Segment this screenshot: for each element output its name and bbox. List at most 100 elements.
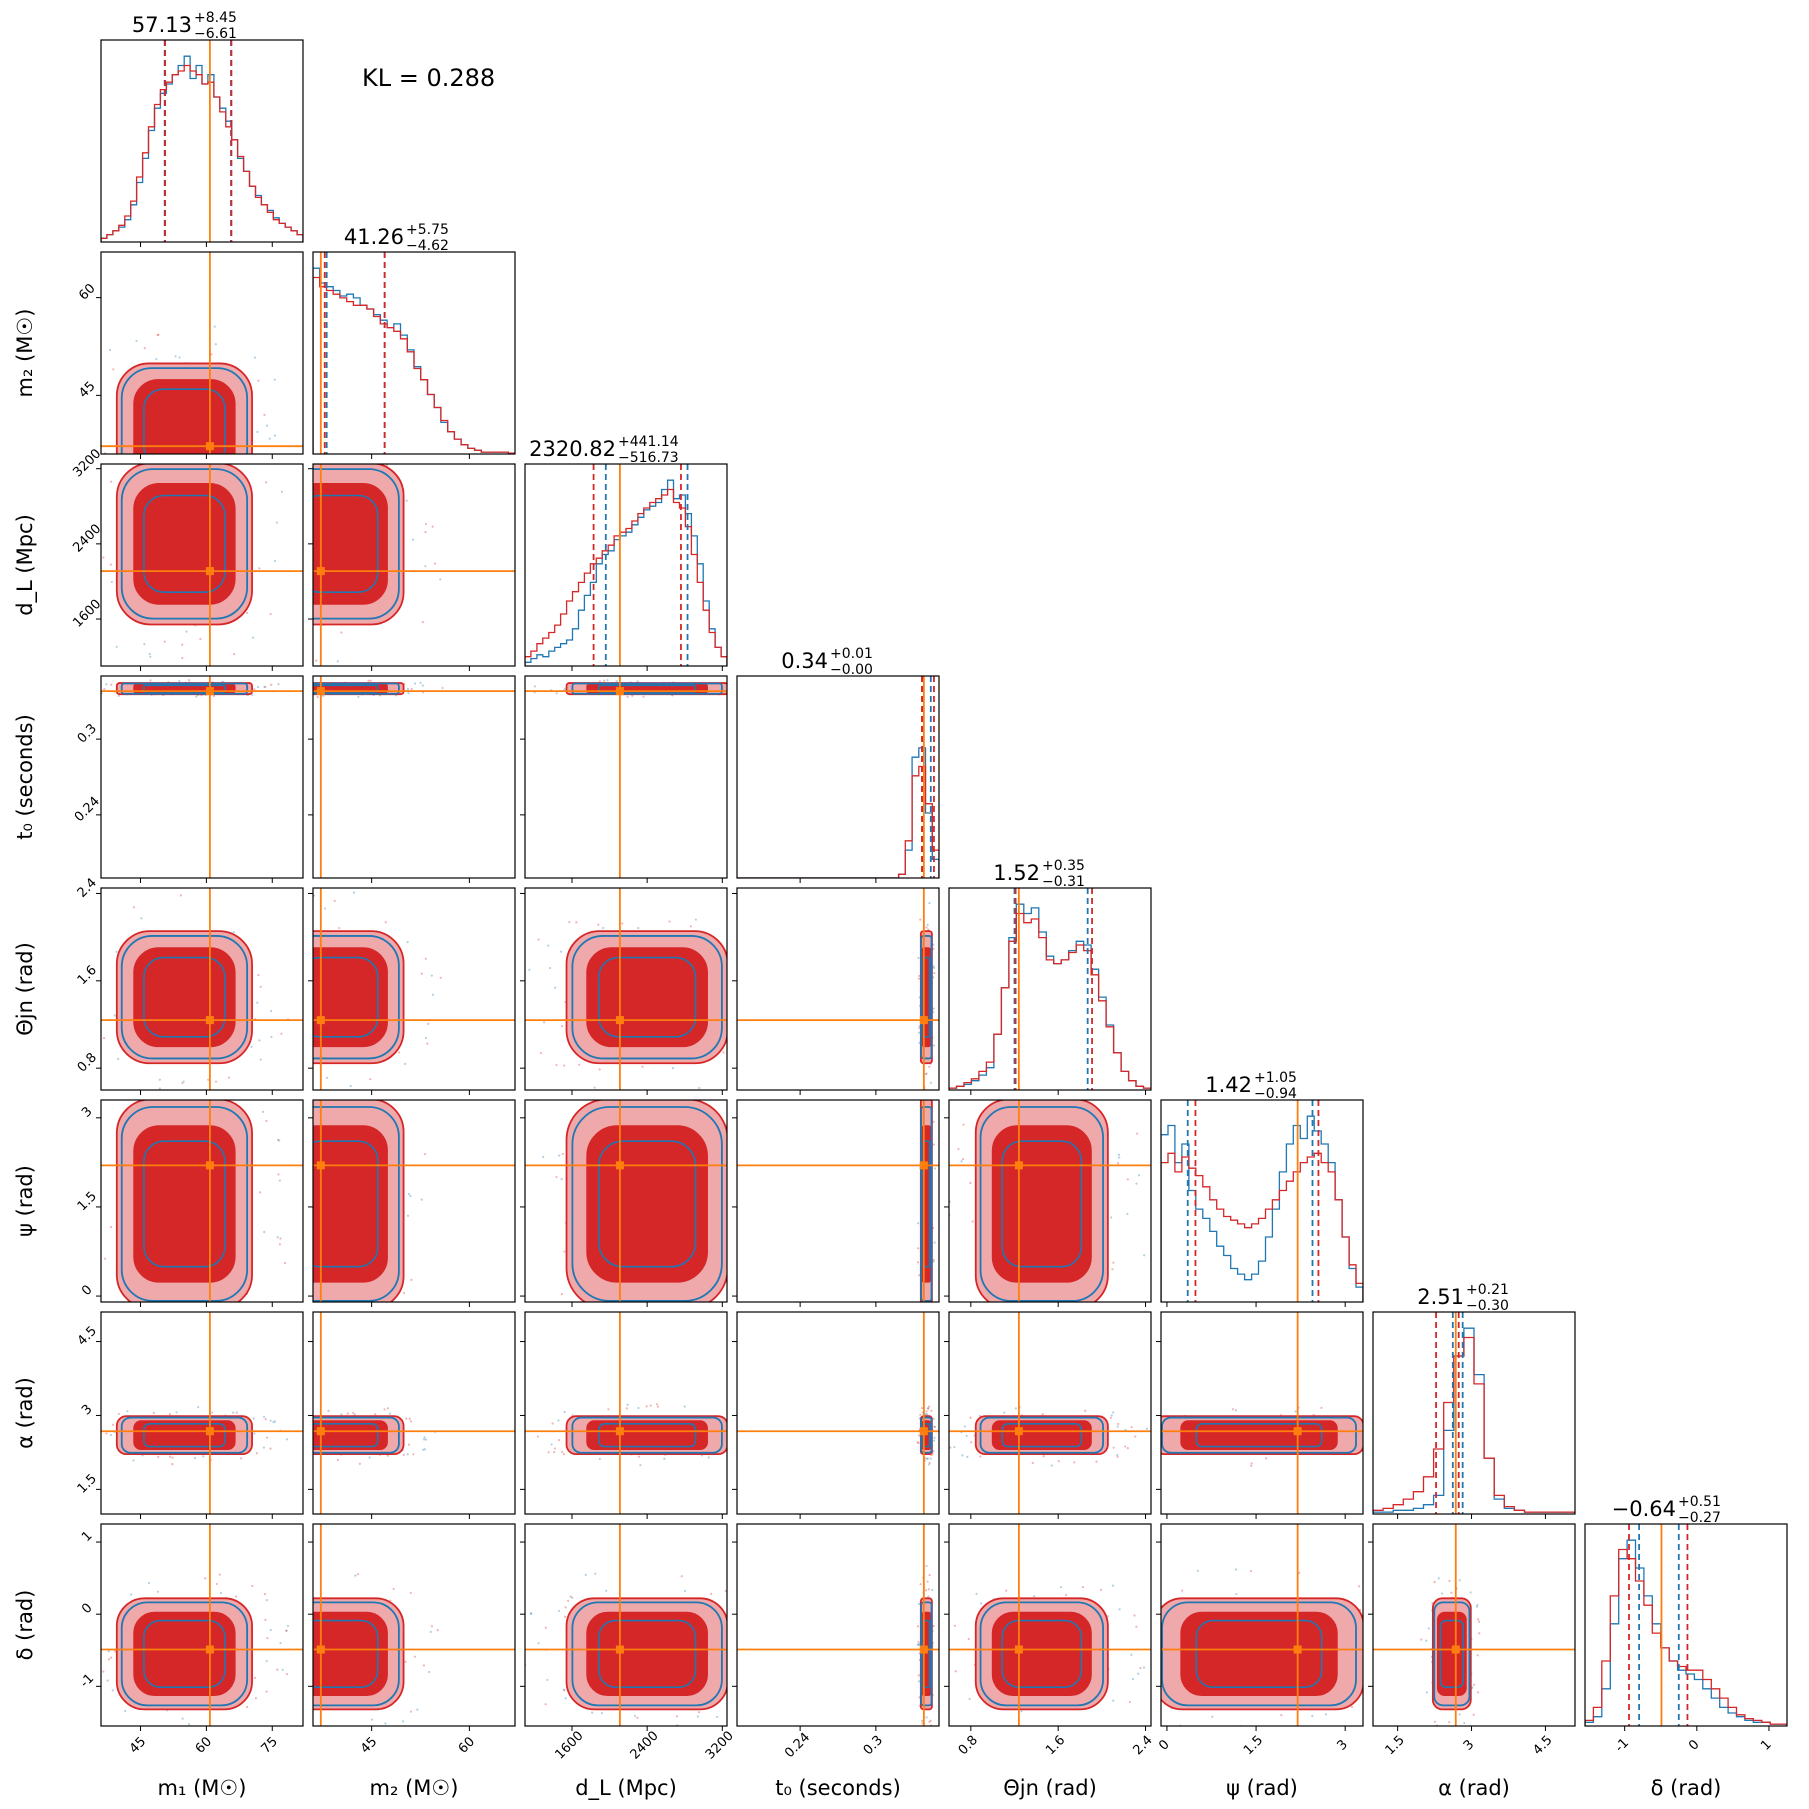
scatter-point — [1443, 1737, 1445, 1739]
scatter-point — [96, 1606, 98, 1608]
panel-delta-dL: 1600 2400 3200 — [520, 1523, 744, 1763]
scatter-point — [327, 1409, 330, 1412]
scatter-point — [753, 687, 755, 689]
panel-frame — [1160, 1523, 1364, 1727]
scatter-point — [1111, 1584, 1115, 1587]
contour-blue-outer — [313, 468, 400, 620]
scatter-point — [307, 1598, 309, 1600]
scatter-point — [285, 1030, 287, 1032]
scatter-point — [1427, 1627, 1430, 1630]
scatter-point — [278, 1034, 280, 1036]
truth-marker — [919, 1645, 928, 1654]
scatter-point — [553, 1447, 557, 1450]
scatter-point — [921, 1304, 923, 1306]
scatter-point — [88, 479, 90, 481]
scatter-point — [161, 457, 163, 459]
x-axis-label-theta_jn: Θjn (rad) — [1003, 1776, 1097, 1800]
scatter-point — [1458, 1579, 1461, 1582]
scatter-point — [1152, 1686, 1154, 1688]
scatter-point — [214, 1080, 218, 1083]
scatter-point — [615, 679, 618, 683]
scatter-point — [925, 1072, 928, 1075]
scatter-point — [267, 1014, 269, 1016]
scatter-point — [283, 1261, 287, 1265]
scatter-point — [282, 947, 284, 949]
panel-frame — [736, 1311, 940, 1515]
scatter-point — [626, 1403, 629, 1406]
scatter-point — [926, 1580, 929, 1583]
scatter-point — [765, 1198, 767, 1200]
scatter-point — [87, 684, 89, 686]
scatter-point — [406, 1214, 410, 1217]
scatter-point — [1469, 1591, 1472, 1594]
scatter-point — [920, 1076, 922, 1078]
scatter-point — [979, 1455, 982, 1458]
panel-frame — [736, 1099, 940, 1303]
scatter-point — [103, 687, 106, 691]
scatter-point — [299, 1075, 301, 1077]
y-tick-label: 60 — [76, 281, 98, 303]
scatter-point — [383, 1408, 386, 1411]
scatter-point — [176, 1731, 178, 1733]
scatter-point — [722, 1051, 725, 1054]
scatter-point — [333, 899, 336, 903]
contour-blue-inner — [597, 1619, 697, 1688]
scatter-point — [563, 1250, 566, 1253]
scatter-point — [1318, 1729, 1320, 1731]
truth-marker — [205, 1645, 214, 1654]
truth-marker — [316, 1016, 325, 1025]
scatter-point — [272, 1215, 274, 1217]
scatter-point — [246, 1705, 249, 1709]
scatter-point — [557, 1317, 559, 1319]
x-tick-label: 0.24 — [782, 1730, 813, 1761]
scatter-point — [1109, 1416, 1112, 1419]
scatter-point — [639, 1464, 642, 1467]
histogram-blue-delta — [1585, 1539, 1787, 1726]
scatter-point — [392, 1587, 395, 1591]
hist-title-value-psi: 1.42 — [1205, 1073, 1252, 1097]
scatter-point — [281, 941, 283, 943]
scatter-point — [1196, 1569, 1199, 1572]
scatter-point — [716, 1715, 719, 1718]
scatter-point — [309, 1607, 311, 1609]
scatter-point — [1369, 1715, 1371, 1717]
truth-marker — [919, 1161, 928, 1170]
scatter-point — [599, 1345, 601, 1347]
scatter-point — [969, 1416, 972, 1419]
scatter-point — [97, 1430, 99, 1432]
scatter-point — [642, 1308, 644, 1310]
scatter-point — [742, 1696, 744, 1698]
scatter-point — [242, 461, 244, 463]
scatter-point — [544, 1626, 547, 1629]
scatter-point — [563, 688, 566, 691]
scatter-point — [602, 926, 605, 930]
scatter-point — [537, 1642, 540, 1645]
scatter-point — [269, 1419, 272, 1422]
hist-title-value-m1: 57.13 — [132, 13, 192, 37]
scatter-point — [1047, 1343, 1049, 1345]
histogram-red-alpha — [1373, 1336, 1575, 1514]
scatter-point — [366, 454, 368, 456]
scatter-point — [520, 685, 522, 687]
scatter-point — [1366, 1443, 1368, 1445]
scatter-point — [232, 1411, 235, 1414]
scatter-point — [278, 1179, 281, 1182]
scatter-point — [143, 347, 146, 350]
panel-alpha-m1: 1.5 3 4.5 — [75, 1311, 304, 1519]
scatter-point — [594, 1572, 597, 1575]
scatter-point — [272, 959, 274, 961]
scatter-point — [354, 1574, 357, 1577]
scatter-point — [633, 1714, 637, 1718]
scatter-point — [264, 1673, 266, 1675]
contour-blue-outer — [120, 1601, 249, 1707]
scatter-point — [917, 1434, 921, 1437]
scatter-point — [152, 1411, 155, 1415]
contour-blue-outer — [313, 1416, 400, 1454]
scatter-point — [1425, 1639, 1428, 1642]
scatter-point — [226, 1309, 228, 1311]
scatter-point — [728, 950, 730, 952]
scatter-point — [917, 1602, 921, 1606]
scatter-point — [642, 695, 645, 698]
scatter-point — [424, 565, 427, 568]
scatter-point — [1298, 1571, 1301, 1574]
